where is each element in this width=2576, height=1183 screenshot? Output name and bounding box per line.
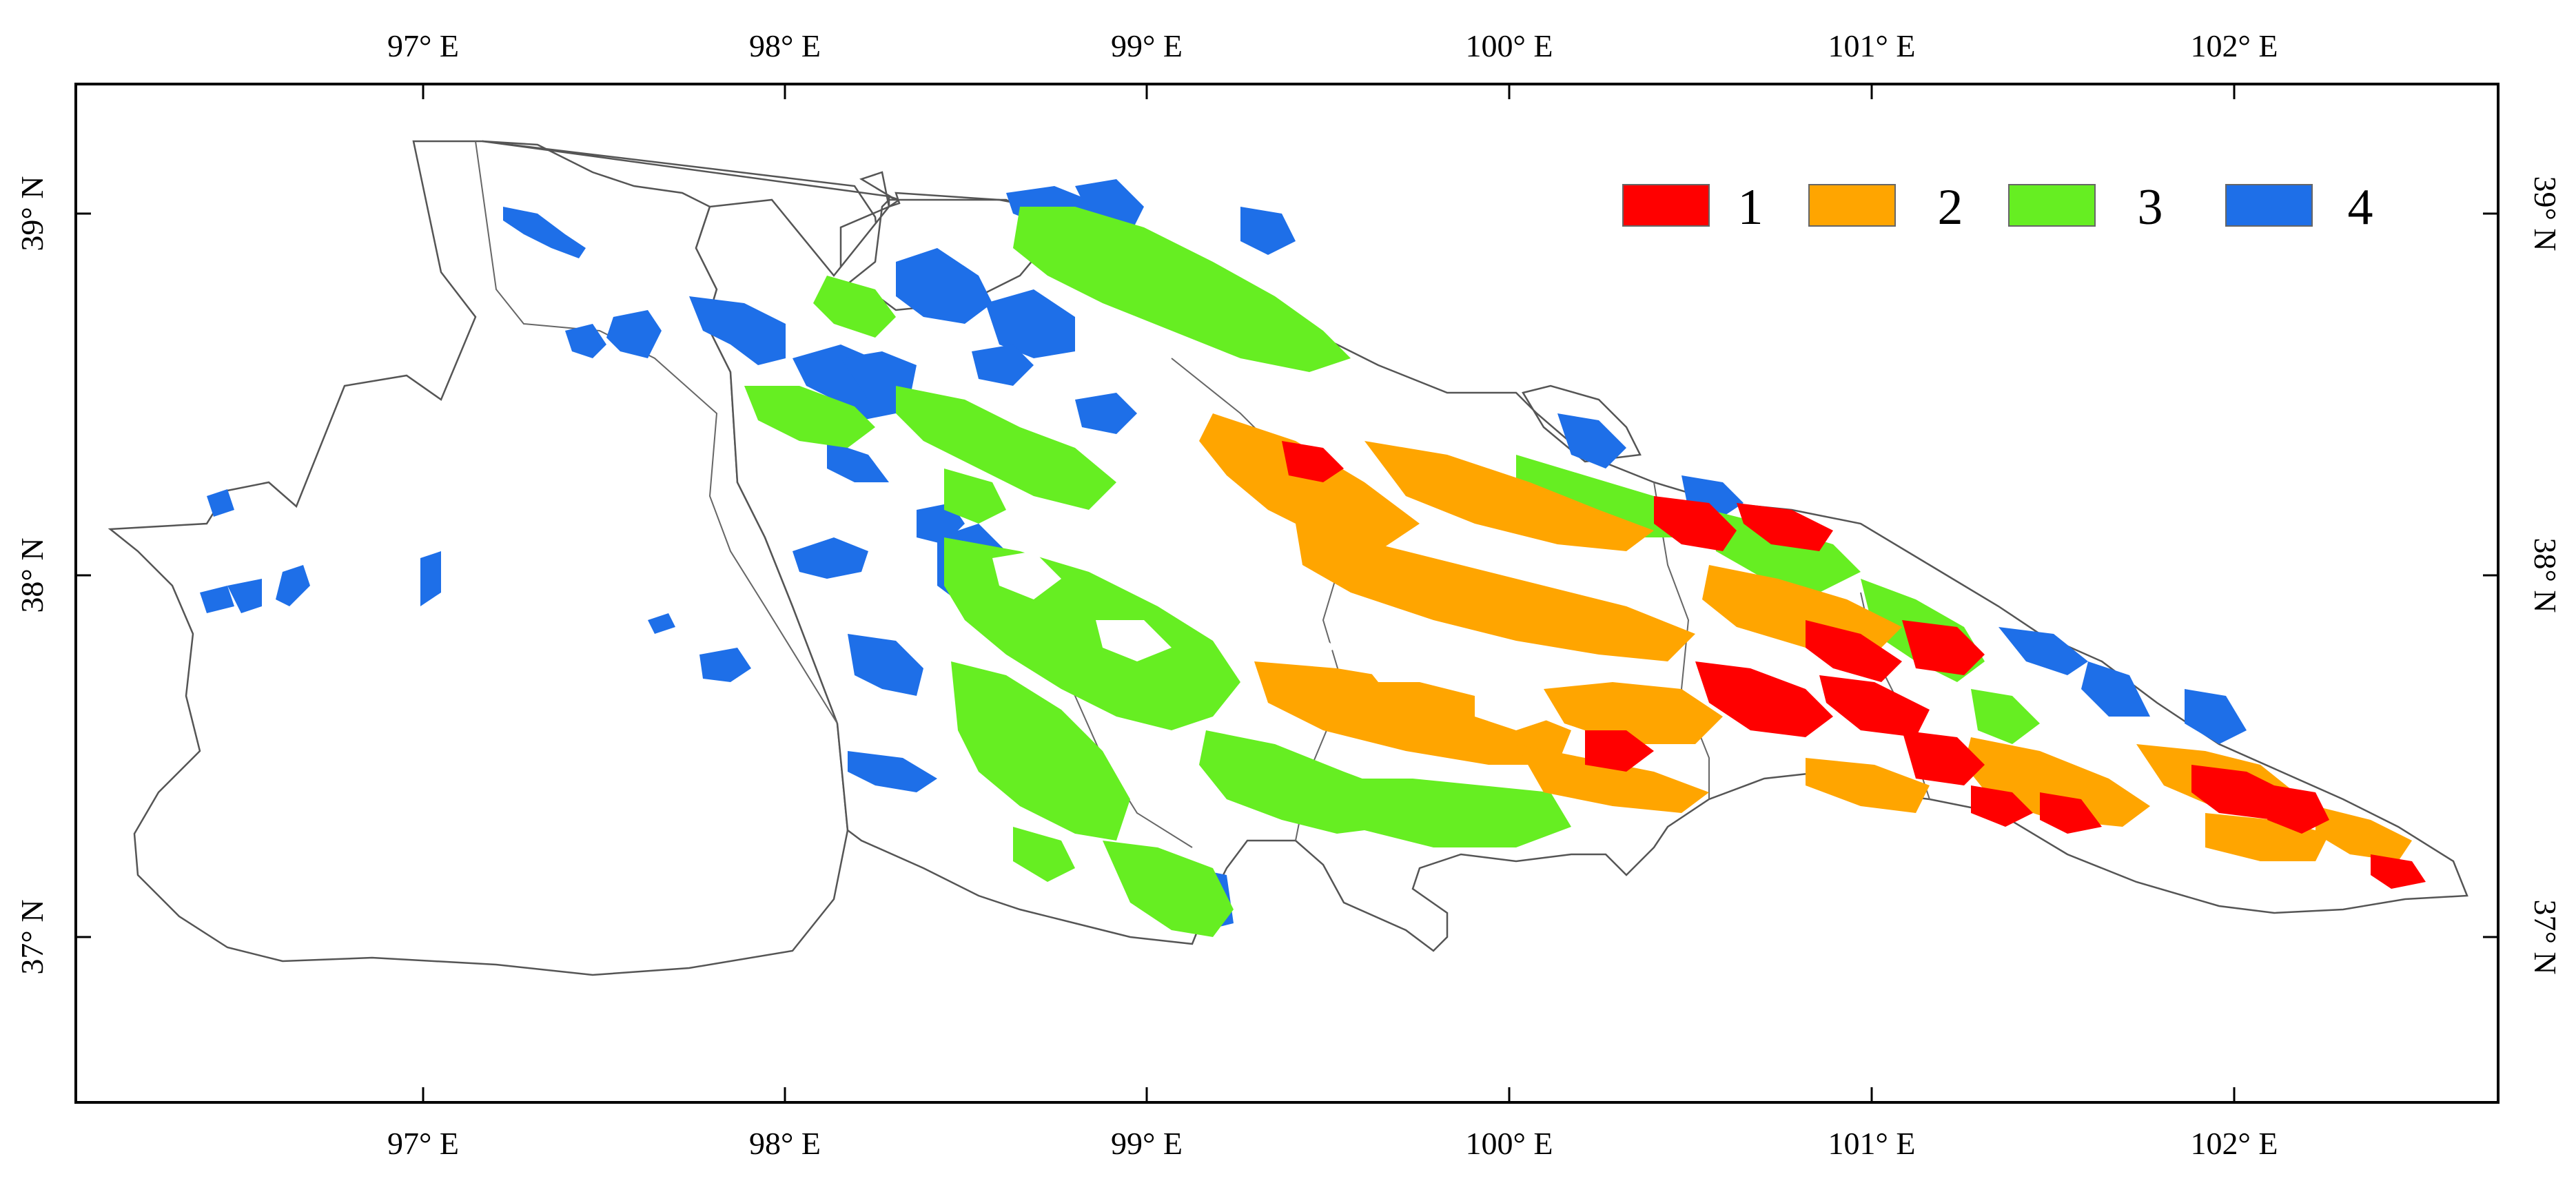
lon-label-top: 101° E bbox=[1828, 28, 1916, 63]
class-2-areas bbox=[1199, 413, 2412, 861]
legend-label-4: 4 bbox=[2348, 179, 2373, 236]
legend-label-2: 2 bbox=[1938, 179, 1963, 236]
lat-label-left: 38° N bbox=[14, 537, 50, 613]
lon-label-top: 97° E bbox=[387, 28, 459, 63]
uncovered-areas bbox=[992, 503, 1557, 730]
lon-label-top: 102° E bbox=[2191, 28, 2278, 63]
lon-label-bottom: 101° E bbox=[1828, 1126, 1916, 1161]
longitude-labels-top: 97° E 98° E 99° E 100° E 101° E 102° E bbox=[387, 28, 2278, 63]
northeast-salient-outline bbox=[1522, 384, 1642, 463]
legend-swatch-1 bbox=[1622, 184, 1710, 227]
lon-label-bottom: 97° E bbox=[387, 1126, 459, 1161]
lon-label-top: 99° E bbox=[1111, 28, 1183, 63]
lon-label-top: 100° E bbox=[1466, 28, 1553, 63]
lon-label-bottom: 98° E bbox=[749, 1126, 821, 1161]
latitude-labels-right: 39° N 38° N 37° N bbox=[2528, 176, 2563, 974]
legend-swatch-4 bbox=[2225, 184, 2313, 227]
legend-swatch-2 bbox=[1808, 184, 1896, 227]
longitude-labels-bottom: 97° E 98° E 99° E 100° E 101° E 102° E bbox=[387, 1126, 2278, 1161]
lat-label-right: 38° N bbox=[2528, 537, 2563, 613]
lat-label-left: 37° N bbox=[14, 899, 50, 974]
lat-label-right: 37° N bbox=[2528, 899, 2563, 974]
lon-label-bottom: 100° E bbox=[1466, 1126, 1553, 1161]
lon-label-bottom: 99° E bbox=[1111, 1126, 1183, 1161]
lon-label-top: 98° E bbox=[749, 28, 821, 63]
legend-swatch-3 bbox=[2008, 184, 2096, 227]
legend-label-1: 1 bbox=[1738, 179, 1764, 236]
lat-label-left: 39° N bbox=[14, 176, 50, 251]
latitude-labels-left: 39° N 38° N 37° N bbox=[14, 176, 50, 974]
frame-ticks bbox=[76, 84, 2498, 1102]
legend: 1 2 3 4 bbox=[1622, 179, 2373, 236]
legend-label-3: 3 bbox=[2138, 179, 2163, 236]
lat-label-right: 39° N bbox=[2528, 176, 2563, 251]
lon-label-bottom: 102° E bbox=[2191, 1126, 2278, 1161]
class-1-areas bbox=[1282, 441, 2426, 889]
